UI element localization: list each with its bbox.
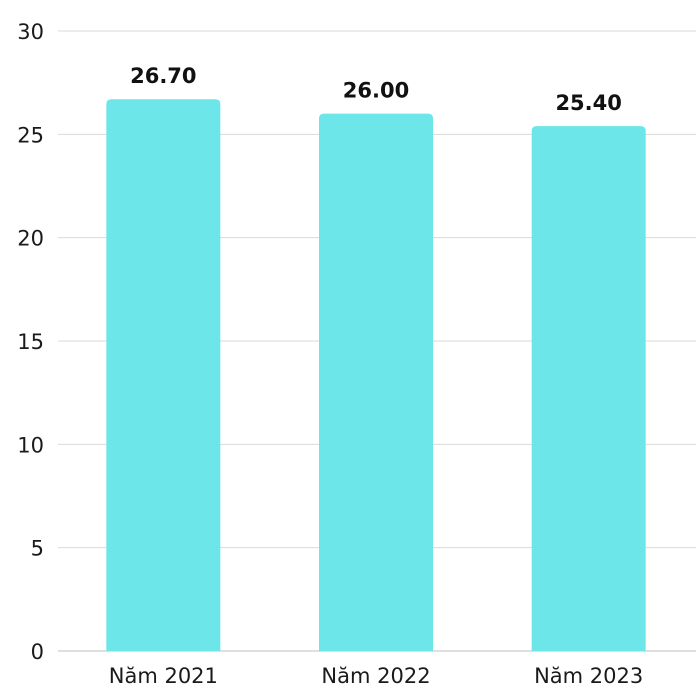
y-tick-label: 20 — [17, 227, 44, 251]
y-tick-label: 25 — [17, 123, 44, 147]
bar-2 — [319, 113, 433, 651]
bar-value-label: 26.00 — [343, 79, 409, 103]
bar-3 — [531, 126, 646, 652]
x-category-label: Năm 2023 — [534, 664, 643, 688]
bar-1 — [106, 99, 221, 651]
x-axis-categories: Năm 2021 Năm 2022 Năm 2023 — [109, 664, 643, 688]
y-tick-label: 5 — [31, 537, 44, 561]
bar-value-label: 25.40 — [555, 91, 621, 115]
bars — [106, 99, 646, 652]
y-axis-ticks: 0 5 10 15 20 25 30 — [17, 20, 44, 664]
x-category-label: Năm 2021 — [109, 664, 218, 688]
bar-value-label: 26.70 — [130, 64, 196, 88]
x-category-label: Năm 2022 — [321, 664, 430, 688]
y-tick-label: 0 — [31, 640, 44, 664]
value-labels: 26.70 26.00 25.40 — [130, 64, 622, 115]
y-tick-label: 15 — [17, 330, 44, 354]
y-tick-label: 10 — [17, 433, 44, 457]
y-tick-label: 30 — [17, 20, 44, 44]
